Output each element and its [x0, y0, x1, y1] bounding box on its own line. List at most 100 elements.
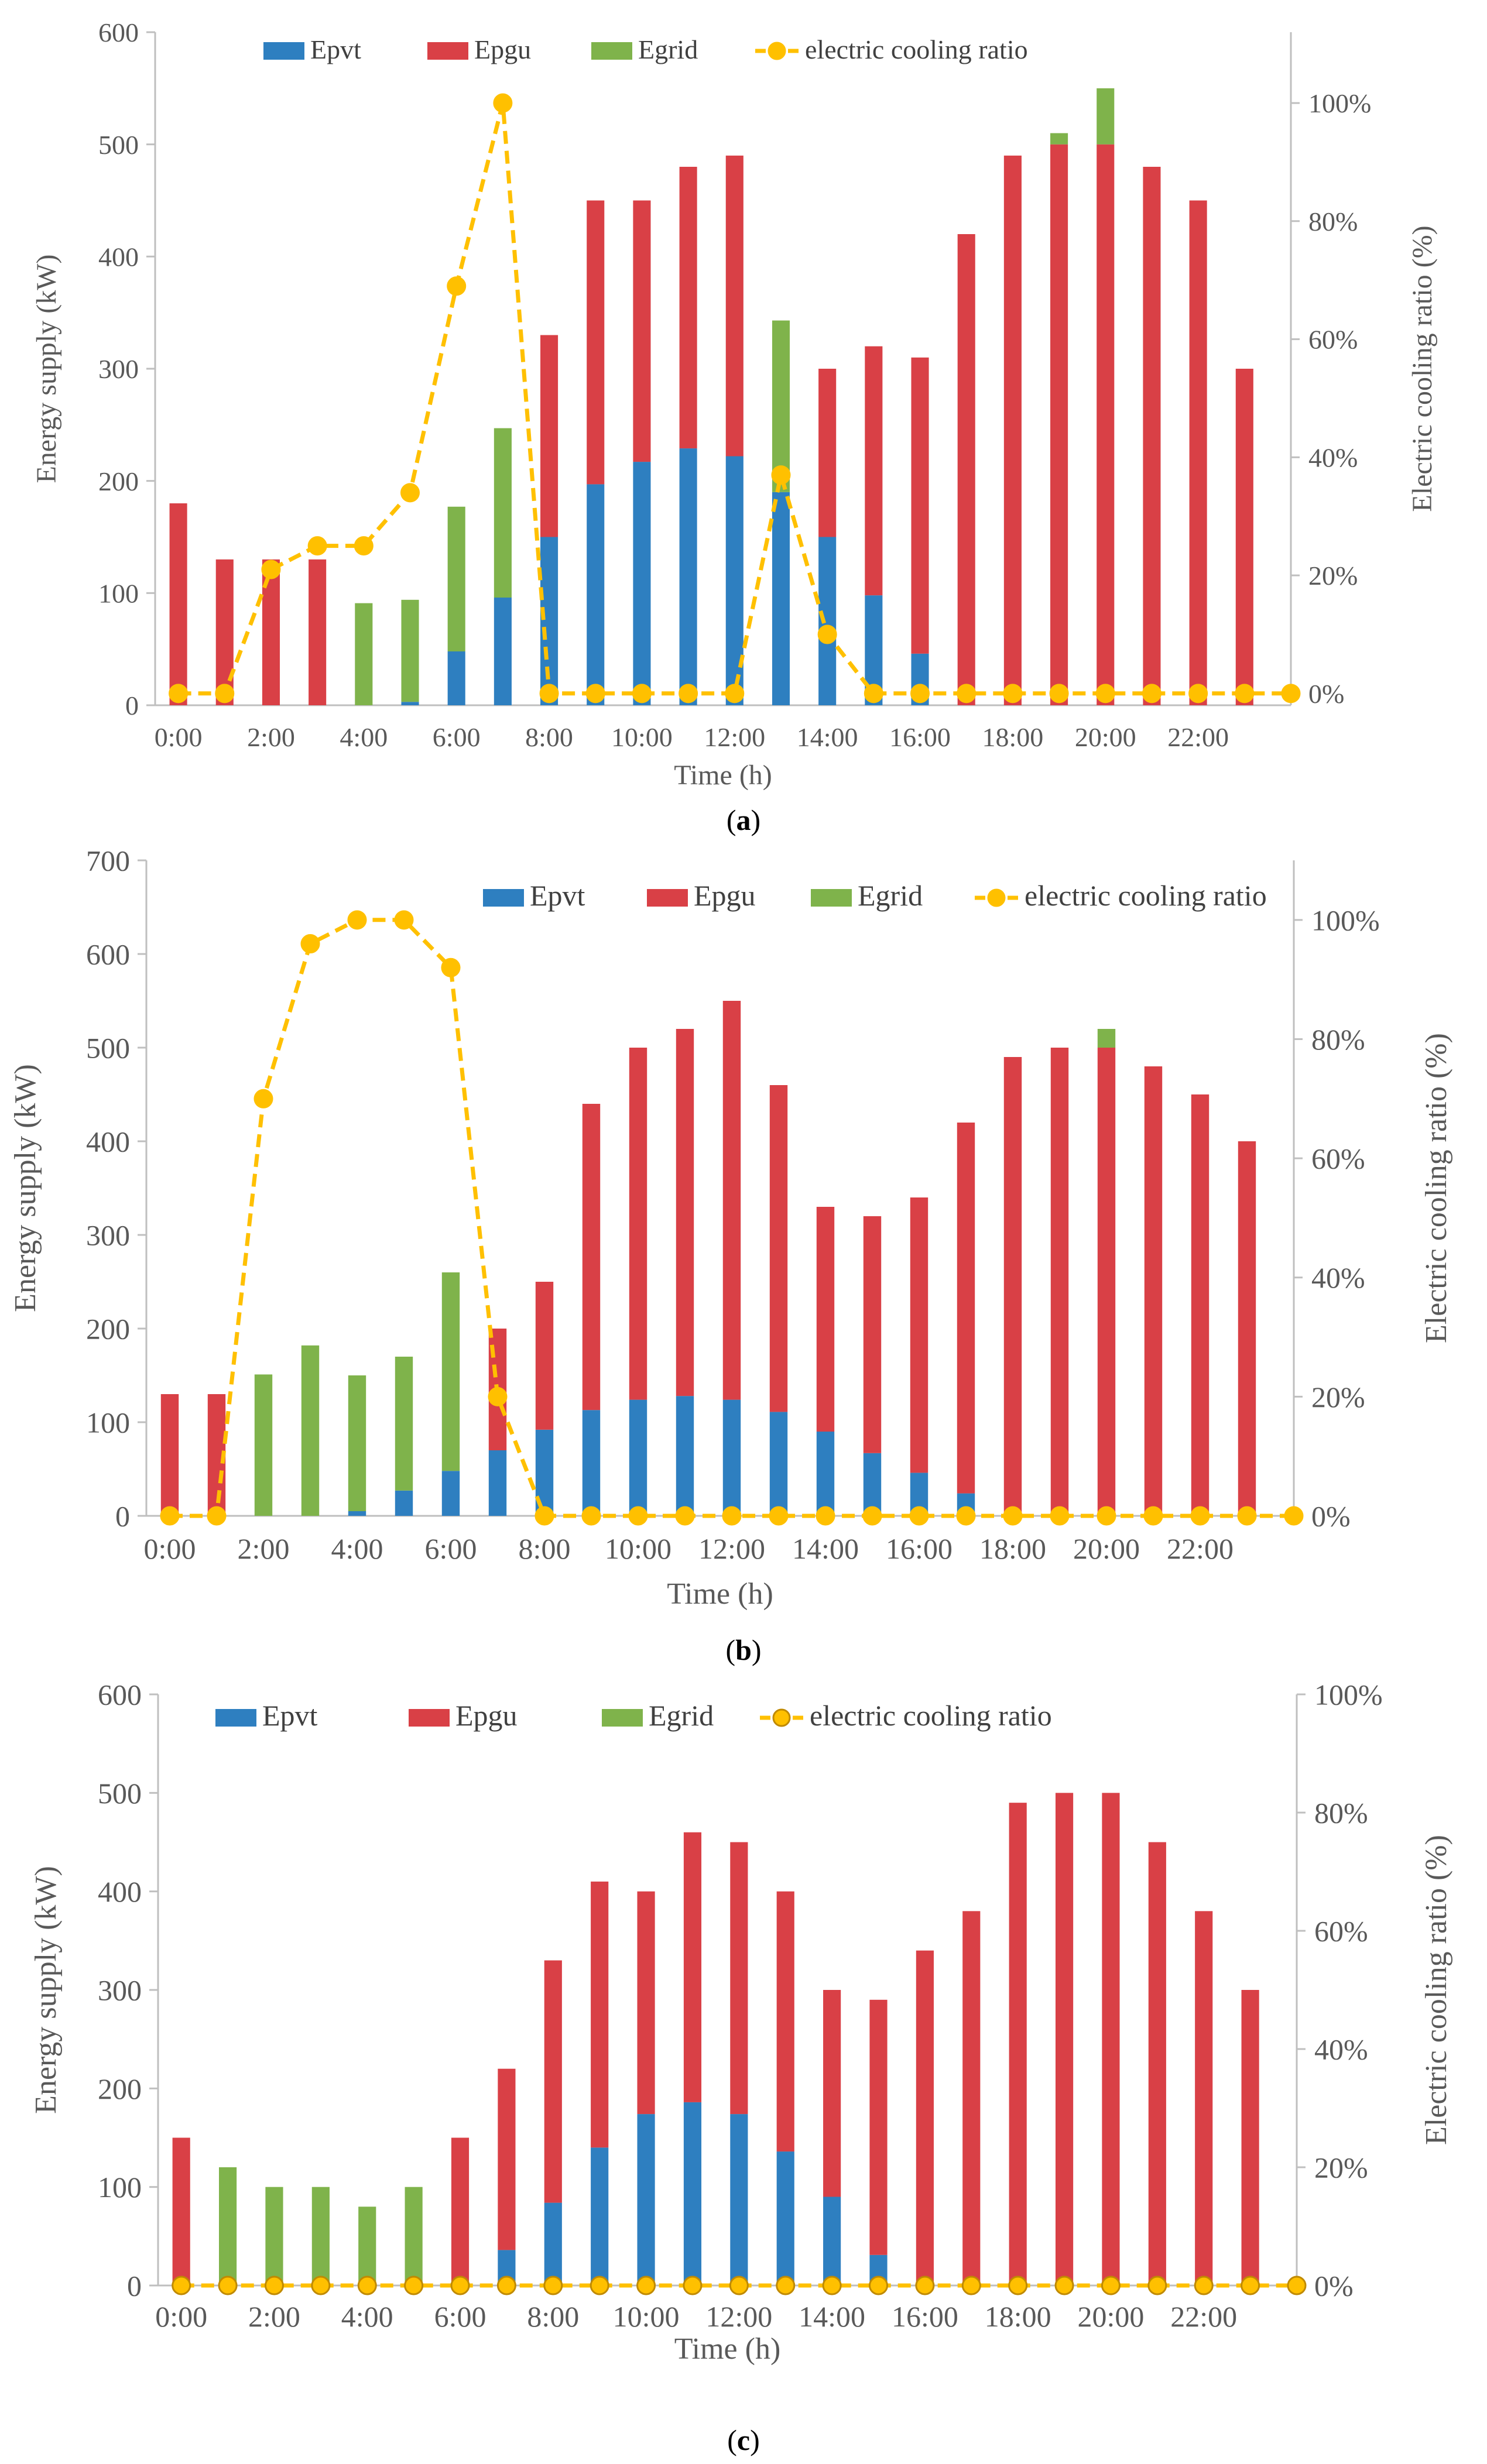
y2-tick-label: 20%	[1311, 1381, 1365, 1413]
bar-epvt	[816, 1432, 835, 1516]
y-tick-label: 600	[86, 938, 130, 971]
bar-epgu	[637, 1891, 655, 2115]
x-tick-label: 4:00	[331, 1532, 383, 1565]
ratio-point	[636, 2276, 656, 2295]
legend: Epvt Epgu Egrid electric cooling ratio	[263, 35, 1028, 64]
ratio-point	[400, 483, 420, 503]
ratio-point	[915, 2276, 935, 2295]
bar-epgu	[309, 559, 327, 705]
y-tick-label: 0	[125, 691, 139, 720]
legend-label-epvt: Epvt	[262, 1699, 318, 1732]
bar-epgu	[916, 1950, 934, 2285]
x-tick-label: 22:00	[1167, 722, 1229, 752]
ratio-point	[253, 1089, 273, 1109]
y-tick-label: 100	[98, 578, 139, 608]
bar-egrid	[447, 506, 465, 651]
legend-swatch-epgu	[427, 42, 468, 60]
bar-egrid	[311, 2187, 330, 2285]
bar-epvt	[540, 537, 559, 705]
y2-tick-label: 20%	[1308, 561, 1358, 591]
x-tick-label: 18:00	[985, 2300, 1051, 2333]
bar-egrid	[1097, 88, 1115, 145]
y-tick-label: 500	[98, 1777, 142, 1810]
bar-epgu	[169, 503, 187, 705]
y-tick-label: 300	[98, 1974, 142, 2007]
bar-epgu	[1055, 1793, 1074, 2285]
bar-epgu	[676, 1029, 694, 1396]
y-tick-label: 500	[98, 130, 139, 160]
ratio-point	[169, 684, 189, 703]
y-tick-label: 400	[98, 1875, 142, 1908]
legend-marker-ratio	[987, 888, 1006, 907]
legend-label-epgu: Epgu	[694, 879, 756, 912]
legend-marker-ratio	[768, 42, 786, 60]
x-tick-label: 12:00	[698, 1532, 765, 1565]
ratio-point	[961, 2276, 981, 2295]
ratio-point	[869, 2276, 889, 2295]
y-axis-title: Energy supply (kW)	[31, 254, 62, 483]
x-tick-label: 20:00	[1073, 1532, 1140, 1565]
legend-label-egrid: Egrid	[649, 1699, 714, 1732]
bar-epgu	[1241, 1990, 1259, 2285]
bar-egrid	[494, 428, 512, 598]
x-tick-label: 18:00	[982, 722, 1044, 752]
bar-egrid	[395, 1357, 413, 1491]
y-tick-label: 200	[98, 466, 139, 496]
bar-epgu	[172, 2137, 190, 2285]
x-tick-label: 14:00	[792, 1532, 859, 1565]
ratio-point	[1142, 684, 1161, 703]
bar-egrid	[218, 2167, 237, 2285]
bar-epvt	[725, 456, 744, 705]
x-tick-label: 6:00	[425, 1532, 477, 1565]
bar-epvt	[629, 1399, 647, 1516]
x-tick-label: 10:00	[611, 722, 673, 752]
x-tick-label: 16:00	[892, 2300, 958, 2333]
x-tick-label: 10:00	[605, 1532, 671, 1565]
bar-epgu	[1235, 369, 1253, 705]
bar-epvt	[679, 448, 697, 705]
x-tick-label: 2:00	[238, 1532, 290, 1565]
chart-panel-b: 0 100 200 300 400 500 600 700 0% 20% 40% 60% 80% 100%…	[0, 837, 1487, 1656]
y2-tick-label: 0%	[1314, 2270, 1354, 2302]
legend-swatch-egrid	[591, 42, 632, 60]
ratio-point	[1284, 1506, 1304, 1526]
bar-egrid	[441, 1272, 460, 1471]
bar-epgu	[1191, 1094, 1210, 1516]
legend-label-ratio: electric cooling ratio	[1025, 879, 1267, 912]
bar-egrid	[358, 2206, 376, 2285]
ratio-point	[1287, 2276, 1307, 2295]
ratio-point	[1003, 1506, 1023, 1526]
bar-epgu	[1189, 200, 1207, 705]
legend-swatch-epgu	[409, 1709, 450, 1727]
ratio-point	[207, 1506, 227, 1526]
y-tick-label: 100	[98, 2171, 142, 2204]
legend-label-epgu: Epgu	[455, 1699, 518, 1732]
bar-epvt	[591, 2147, 609, 2285]
bar-egrid	[355, 603, 373, 705]
x-tick-label: 6:00	[434, 2300, 486, 2333]
ratio-point	[394, 910, 414, 930]
ratio-point	[1054, 2276, 1074, 2295]
bar-epgu	[633, 200, 651, 462]
bar-egrid	[1050, 133, 1068, 145]
legend: Epvt Epgu Egrid electric cooling ratio	[215, 1699, 1052, 1732]
bar-epvt	[818, 537, 837, 705]
x-tick-label: 12:00	[705, 2300, 772, 2333]
bar-egrid	[772, 320, 790, 492]
bar-epgu	[498, 2068, 516, 2250]
ratio-point	[771, 465, 791, 485]
bar-epvt	[722, 1399, 741, 1516]
ratio-point	[910, 684, 930, 703]
ratio-point	[1281, 684, 1301, 703]
bar-epgu	[683, 1832, 702, 2102]
ratio-point	[1147, 2276, 1167, 2295]
caption-b: (b)	[725, 1633, 762, 1666]
ratio-point	[1097, 1506, 1116, 1526]
bar-egrid	[265, 2187, 283, 2285]
bar-epvt	[494, 598, 512, 705]
bar-epgu	[1050, 1048, 1069, 1516]
x-tick-label: 4:00	[340, 722, 388, 752]
bar-epgu	[1102, 1793, 1120, 2285]
legend-label-epgu: Epgu	[474, 35, 531, 64]
chart-b-svg: 0 100 200 300 400 500 600 700 0% 20% 40% 60% 80% 100%…	[9, 845, 1453, 1611]
